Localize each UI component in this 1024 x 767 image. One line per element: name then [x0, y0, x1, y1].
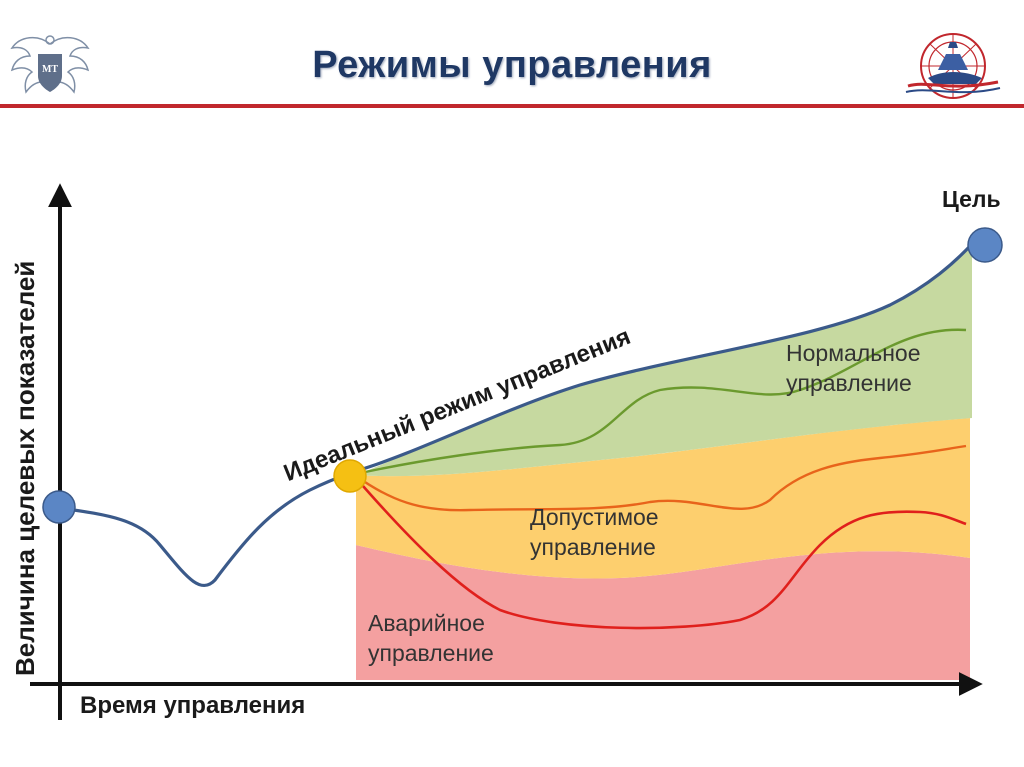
- y-axis-label: Величина целевых показателей: [10, 260, 40, 676]
- emergency-zone: [356, 545, 970, 680]
- normal-control-label-line2: управление: [786, 370, 912, 396]
- normal-trajectory-curve: [355, 328, 967, 476]
- emergency-control-label-line2: управление: [368, 640, 494, 666]
- normal-control-label-line1: Нормальное: [786, 340, 921, 366]
- emergency-control-label: Аварийное управление: [368, 608, 494, 668]
- emergency-control-label-line1: Аварийное: [368, 610, 485, 636]
- allowed-control-label-line1: Допустимое: [530, 504, 659, 530]
- logo-badge-text: МТ: [42, 64, 58, 75]
- transport-emblem-icon: [905, 33, 1001, 99]
- slide-header: МТ Режимы управления: [0, 0, 1024, 108]
- header-rule: [0, 104, 1024, 108]
- x-axis-label: Время управления: [80, 692, 306, 719]
- page-title: Режимы управления: [312, 44, 712, 86]
- normal-control-label: Нормальное управление: [786, 338, 921, 398]
- normal-zone: [356, 244, 972, 477]
- start-point: [42, 490, 76, 524]
- allowed-trajectory-curve: [355, 444, 967, 512]
- allowed-zone: [356, 418, 970, 579]
- branch-point: [333, 459, 367, 493]
- eagle-emblem-icon: МТ: [10, 35, 90, 94]
- goal-point: [967, 227, 1003, 263]
- allowed-control-label-line2: управление: [530, 534, 656, 560]
- goal-label: Цель: [942, 186, 1001, 212]
- allowed-control-label: Допустимое управление: [530, 502, 659, 562]
- emergency-trajectory-curve: [355, 477, 967, 630]
